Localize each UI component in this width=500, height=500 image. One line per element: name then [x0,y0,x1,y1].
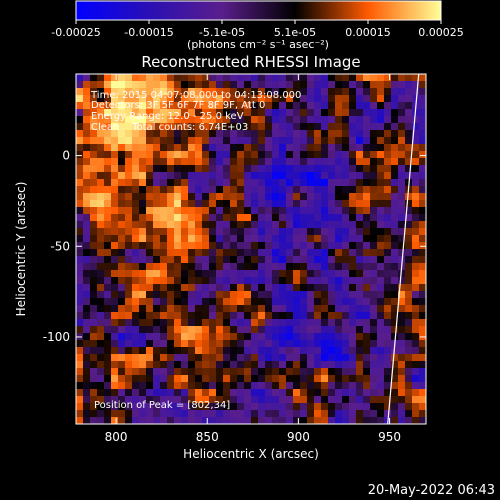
y-axis-label: Heliocentric Y (arcsec) [14,182,28,317]
colorbar-ticks: -0.00025 -0.00015 -5.1e-05 5.1e-05 0.00015 0.… [51,20,464,39]
colorbar-tick-label: -0.00015 [124,26,173,39]
solar-limb-line [387,74,420,424]
y-tick-label: 0 [62,149,70,163]
annotation-time: Time: 2015 04:07:08.000 to 04:13:08.000 [90,90,301,101]
colorbar-tick-label: 0.00015 [345,26,391,39]
annotation-energy-range: Energy Range: 12.0 - 25.0 keV [91,111,244,122]
footer-timestamp: 20-May-2022 06:43 [368,483,495,498]
x-tick-label: 900 [287,430,310,444]
annotation-counts: Clean Total counts: 6.74E+03 [91,122,248,133]
y-axis: 0 -50 -100 [43,149,426,344]
x-tick-label: 850 [196,430,219,444]
x-tick-label: 800 [105,430,128,444]
plot-frame [75,73,427,425]
colorbar-tick-label: 5.1e-05 [274,26,316,39]
x-axis: 800 850 900 950 [105,74,401,444]
colorbar-units-label: (photons cm⁻² s⁻¹ asec⁻²) [187,38,329,51]
x-axis-label: Heliocentric X (arcsec) [183,447,319,461]
y-tick-label: -100 [43,330,70,344]
colorbar-tick-label: 0.00025 [418,26,464,39]
chart-title: Reconstructed RHESSI Image [141,53,360,71]
y-tick-label: -50 [50,239,70,253]
annotation-detectors: Detectors: 3F 5F 6F 7F 8F 9F, Att 0 [91,100,265,111]
colorbar [75,0,442,21]
heatmap-image [76,74,426,424]
colorbar-tick-label: -5.1e-05 [199,26,245,39]
colorbar-tick-label: -0.00025 [51,26,100,39]
annotation-peak-position: Position of Peak = [802,34] [94,400,230,411]
annotation-block: Time: 2015 04:07:08.000 to 04:13:08.000 … [90,90,301,411]
x-tick-label: 950 [378,430,401,444]
